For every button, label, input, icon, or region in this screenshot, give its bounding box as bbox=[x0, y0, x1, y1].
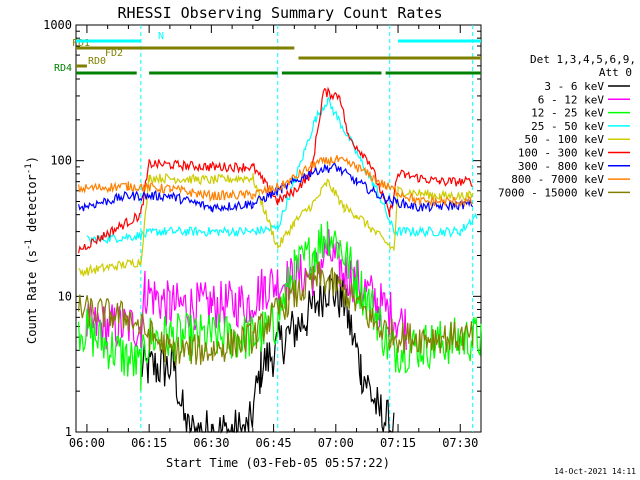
plot-frame bbox=[75, 24, 482, 433]
x-tick-label: 06:00 bbox=[69, 436, 105, 450]
series-layer bbox=[78, 86, 482, 435]
legend-label: 100 - 300 keV bbox=[518, 147, 604, 160]
y-tick-label: 1 bbox=[65, 425, 72, 439]
footer-date: 14-Oct-2021 14:11 bbox=[554, 467, 636, 476]
series-line-7 bbox=[78, 155, 474, 208]
series-line-0 bbox=[140, 274, 395, 435]
legend-label: 300 - 800 keV bbox=[518, 160, 604, 173]
state-label-rd0: RD0 bbox=[88, 56, 106, 67]
legend-label: 6 - 12 keV bbox=[538, 93, 605, 106]
legend-label: 800 - 7000 keV bbox=[511, 173, 604, 186]
series-line-1 bbox=[86, 228, 407, 351]
x-axis: 06:00 06:15 06:30 06:45 07:00 07:15 07:30 bbox=[69, 25, 482, 450]
series-line-3 bbox=[86, 96, 478, 245]
state-label-n: N bbox=[158, 31, 164, 42]
series-line-5 bbox=[78, 86, 473, 254]
legend-title-line2: Att 0 bbox=[599, 66, 632, 79]
chart-title: RHESSI Observing Summary Count Rates bbox=[117, 4, 442, 22]
y-axis: 1 10 100 1000 bbox=[43, 18, 481, 439]
y-axis-label: Count Rate (s-1 detector-1) bbox=[24, 156, 39, 344]
x-tick-label: 07:00 bbox=[318, 436, 354, 450]
legend-label: 12 - 25 keV bbox=[531, 107, 604, 120]
x-tick-label: 07:15 bbox=[380, 436, 416, 450]
series-line-4 bbox=[78, 173, 474, 277]
x-tick-label: 06:30 bbox=[193, 436, 229, 450]
state-label-fd2: FD2 bbox=[105, 48, 123, 59]
y-tick-label: 100 bbox=[50, 154, 72, 168]
legend-label: 25 - 50 keV bbox=[531, 120, 604, 133]
legend-label: 7000 - 15000 keV bbox=[498, 186, 604, 199]
series-line-6 bbox=[78, 161, 474, 213]
y-tick-label: 1000 bbox=[43, 18, 72, 32]
x-tick-label: 06:45 bbox=[256, 436, 292, 450]
legend-label: 3 - 6 keV bbox=[544, 80, 604, 93]
state-label-fd1: FD1 bbox=[72, 38, 90, 49]
x-tick-label: 06:15 bbox=[131, 436, 167, 450]
x-axis-label: Start Time (03-Feb-05 05:57:22) bbox=[166, 456, 390, 470]
legend-title-line1: Det 1,3,4,5,6,9, bbox=[530, 53, 636, 66]
y-tick-label: 10 bbox=[58, 289, 72, 303]
legend-label: 50 - 100 keV bbox=[525, 133, 605, 146]
state-label-rd4: RD4 bbox=[54, 63, 72, 74]
x-tick-label: 07:30 bbox=[442, 436, 478, 450]
series-line-8 bbox=[78, 261, 474, 367]
